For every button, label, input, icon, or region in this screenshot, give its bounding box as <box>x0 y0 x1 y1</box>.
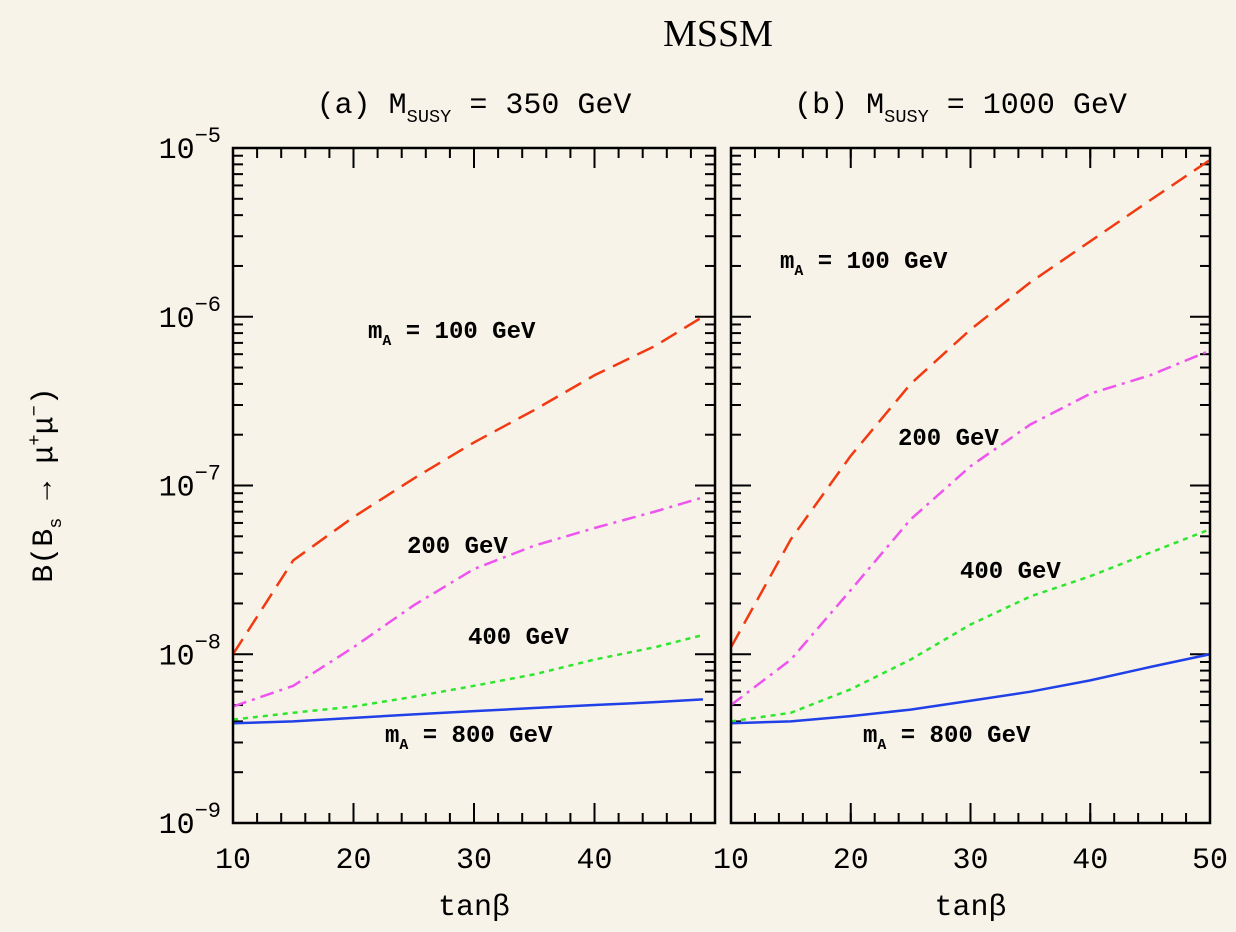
x-tick-label: 30 <box>952 844 988 878</box>
curve <box>232 633 704 721</box>
x-tick-label: 10 <box>215 844 251 878</box>
x-tick-label: 20 <box>833 844 869 878</box>
y-tick-label: 10−9 <box>159 799 221 843</box>
panel-subtitle: (a) MSUSY = 350 GeV <box>317 89 632 128</box>
text-part: A <box>399 738 408 754</box>
curve-annotation: mA = 800 GeV <box>863 723 1031 754</box>
plot-frame <box>231 146 717 825</box>
text-part: A <box>877 738 886 754</box>
y-axis-label: B(Bs → μ+μ−) <box>25 387 67 583</box>
x-tick-label: 50 <box>1192 844 1228 878</box>
tick-exponent: −9 <box>195 799 221 824</box>
panel-subtitle: (b) MSUSY = 1000 GeV <box>794 89 1127 128</box>
text-part: m <box>385 723 399 750</box>
text-part: 200 GeV <box>898 426 999 453</box>
y-tick-label: 10−6 <box>159 293 221 337</box>
x-axis-label: tanβ <box>438 891 510 925</box>
y-tick-label: 10−5 <box>159 124 221 168</box>
tick-base: 10 <box>159 134 195 168</box>
text-part: (b) M <box>794 89 884 123</box>
text-part: + <box>25 434 46 445</box>
x-tick-label: 30 <box>456 844 492 878</box>
text-part: m <box>863 723 877 750</box>
tick-exponent: −6 <box>195 293 221 318</box>
curve-annotation: 400 GeV <box>468 625 569 652</box>
tick-base: 10 <box>159 809 195 843</box>
text-part: − <box>25 405 46 416</box>
curve-annotation: 400 GeV <box>960 559 1061 586</box>
text-part: = 350 GeV <box>451 89 631 123</box>
text-part: = 1000 GeV <box>929 89 1127 123</box>
tick-base: 10 <box>159 640 195 674</box>
text-part: A <box>382 334 391 350</box>
text-part: → μ <box>28 446 62 518</box>
text-part: = 100 GeV <box>803 249 948 276</box>
text-part: SUSY <box>407 107 452 128</box>
y-tick-label: 10−7 <box>159 462 221 506</box>
text-part: A <box>794 264 803 280</box>
x-tick-label: 20 <box>335 844 371 878</box>
plot-frame <box>729 146 1212 825</box>
tick-base: 10 <box>159 303 195 337</box>
curve-annotation: mA = 100 GeV <box>368 319 536 350</box>
text-part: = 100 GeV <box>391 319 536 346</box>
tick-exponent: −7 <box>195 462 221 487</box>
text-part: 400 GeV <box>468 625 569 652</box>
text-part: = 800 GeV <box>408 723 553 750</box>
x-tick-label: 10 <box>713 844 749 878</box>
curve <box>231 315 704 655</box>
text-part: 200 GeV <box>407 534 508 561</box>
text-part: 400 GeV <box>960 559 1061 586</box>
curve-annotation: mA = 800 GeV <box>385 723 553 754</box>
text-part: (a) M <box>317 89 407 123</box>
tick-base: 10 <box>159 472 195 506</box>
text-part: m <box>368 319 382 346</box>
x-axis-label: tanβ <box>934 891 1006 925</box>
x-tick-label: 40 <box>576 844 612 878</box>
curve <box>232 698 704 725</box>
text-part: B(B <box>28 529 62 583</box>
curve-annotation: 200 GeV <box>407 534 508 561</box>
curve <box>730 528 1211 723</box>
text-part: SUSY <box>884 107 929 128</box>
tick-exponent: −5 <box>195 124 221 149</box>
curve-annotation: mA = 100 GeV <box>780 249 948 280</box>
y-tick-label: 10−8 <box>159 630 221 674</box>
tick-exponent: −8 <box>195 630 221 655</box>
curve <box>730 653 1211 725</box>
text-part: m <box>780 249 794 276</box>
curve <box>729 158 1211 648</box>
x-tick-label: 40 <box>1072 844 1108 878</box>
curve <box>232 496 704 708</box>
text-part: s <box>46 518 67 529</box>
text-part: ) <box>28 387 62 405</box>
curve <box>730 349 1211 707</box>
text-part: = 800 GeV <box>886 723 1031 750</box>
text-part: μ <box>28 416 62 434</box>
figure-title: MSSM <box>663 13 773 55</box>
curve-annotation: 200 GeV <box>898 426 999 453</box>
